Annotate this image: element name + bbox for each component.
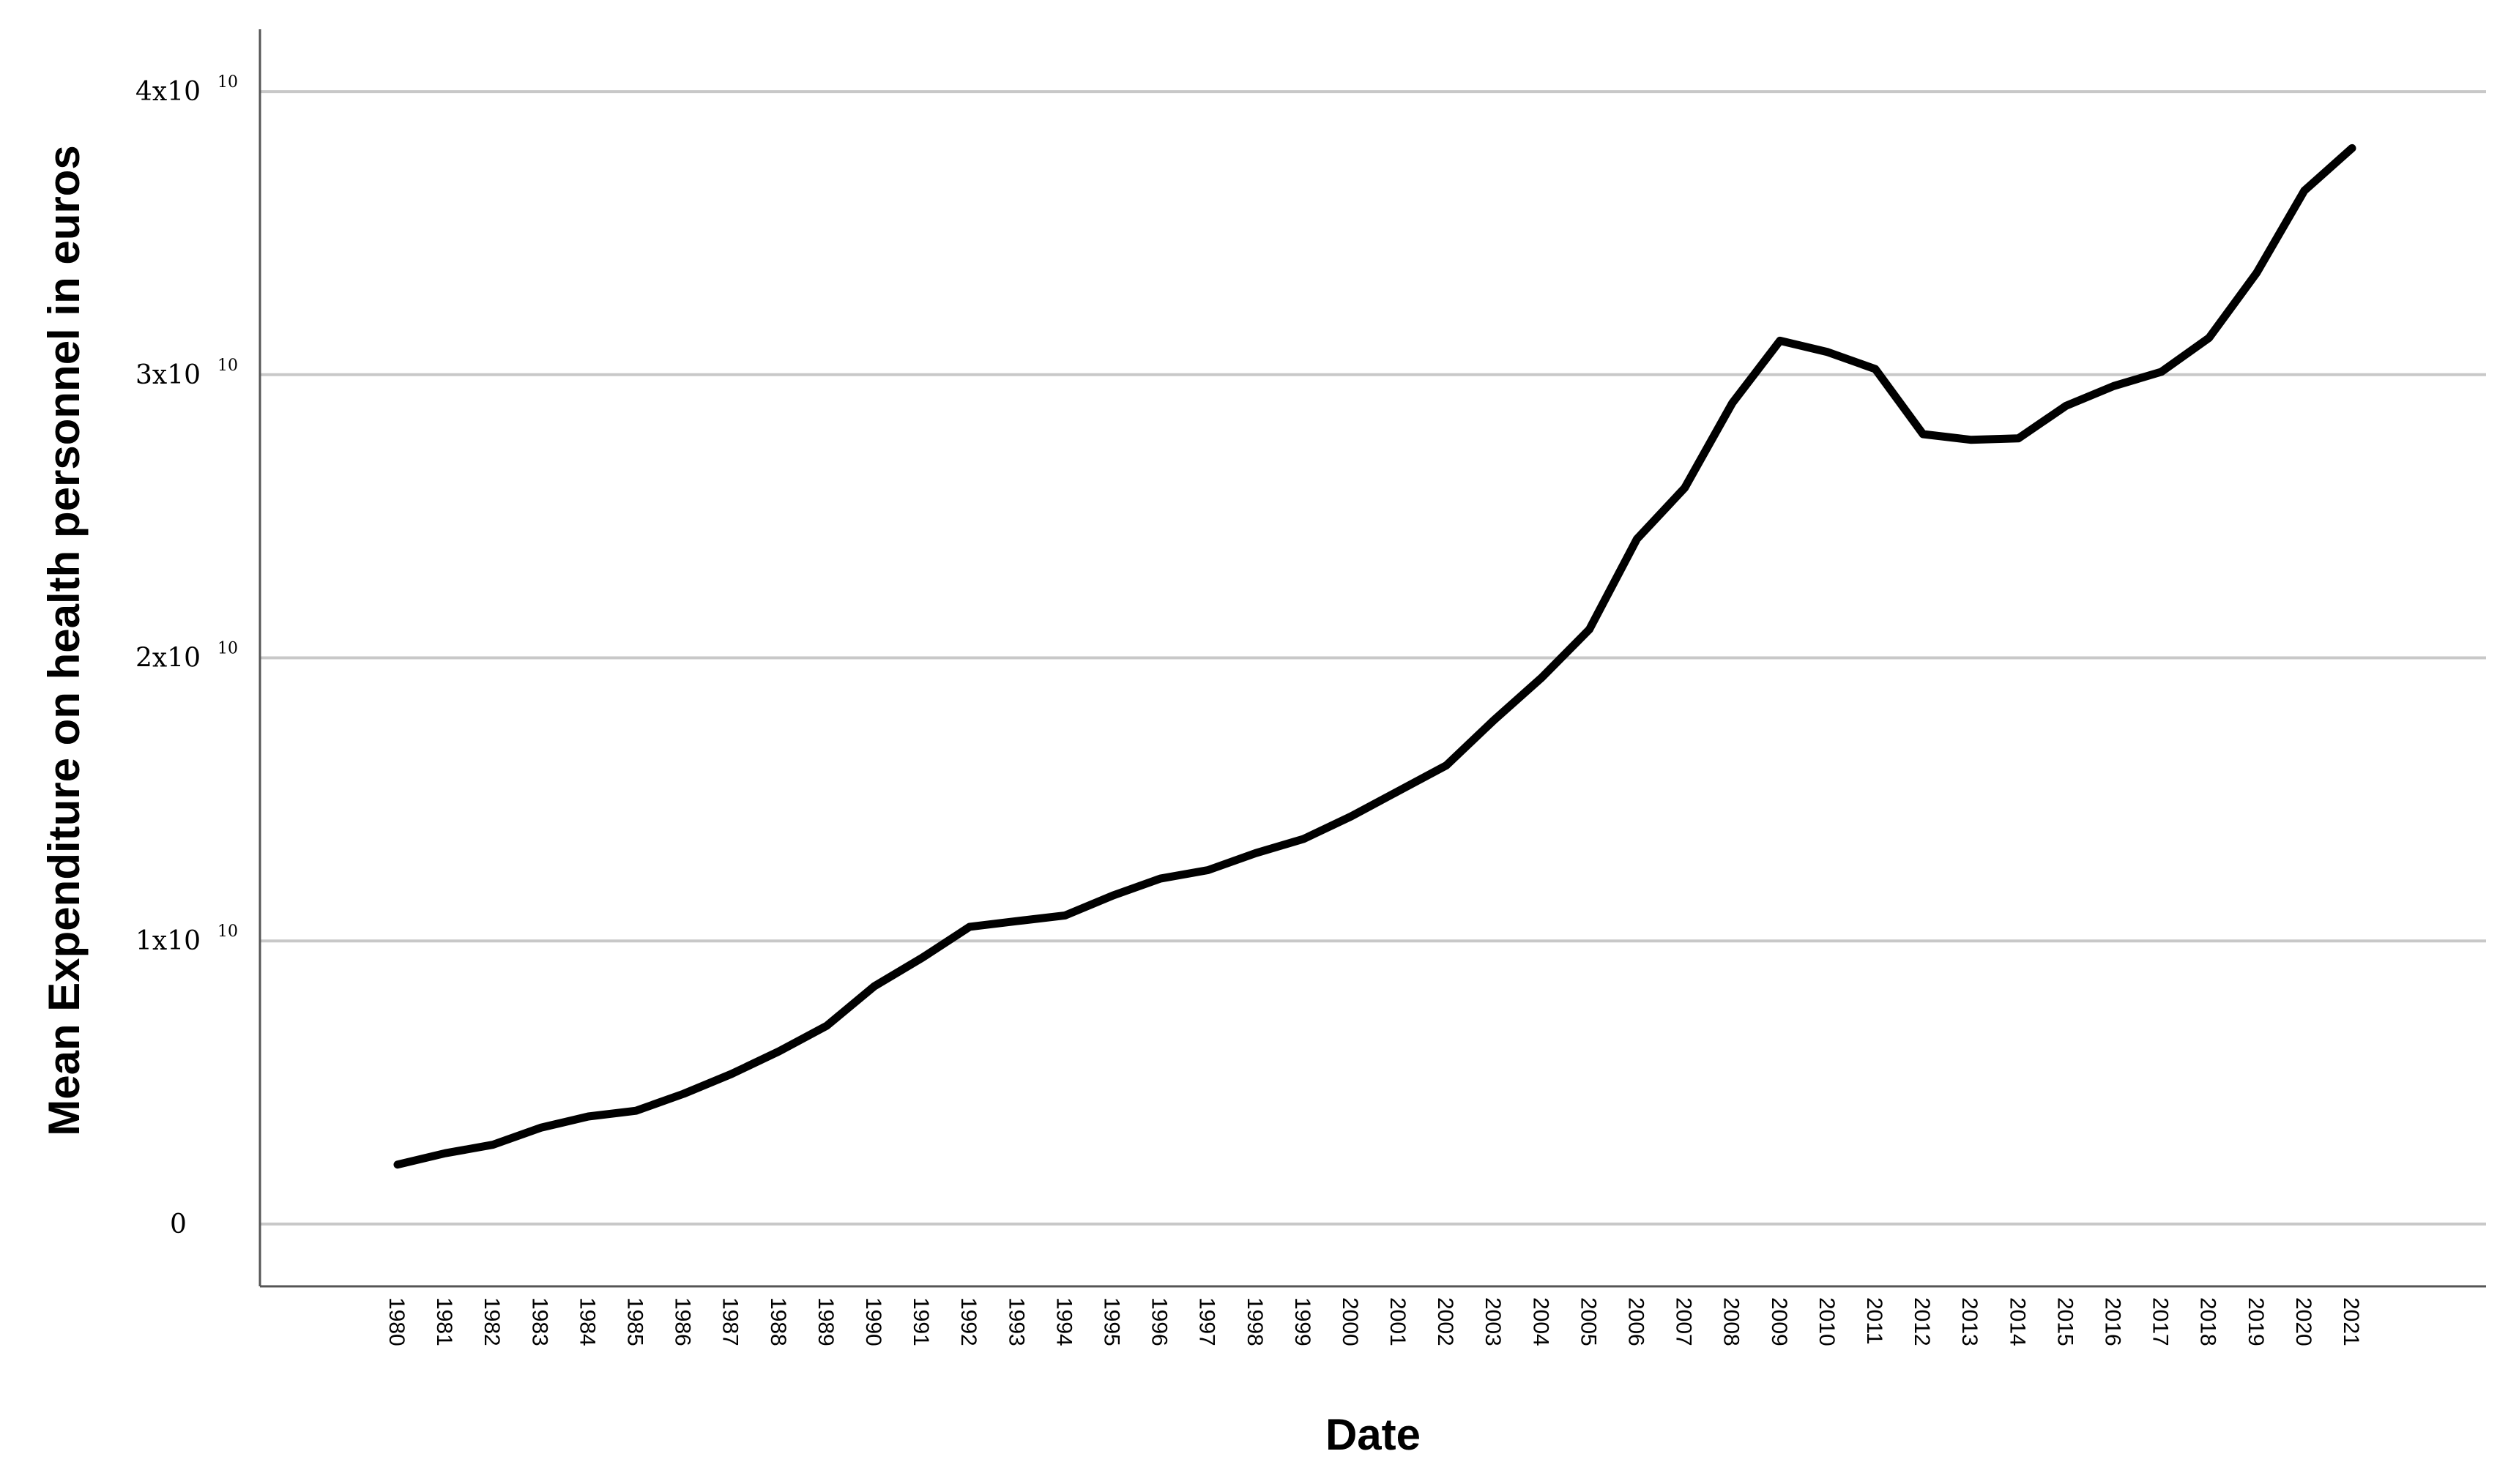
x-tick-label: 1997 bbox=[1195, 1297, 1219, 1346]
y-axis-title: Mean Expenditure on health personnel in … bbox=[40, 145, 89, 1136]
x-tick-label: 2021 bbox=[2339, 1297, 2363, 1346]
y-tick-label: 1x10 bbox=[135, 926, 201, 956]
y-tick-exponent: 10 bbox=[217, 922, 238, 941]
x-tick-label: 2009 bbox=[1767, 1297, 1791, 1346]
x-tick-label: 1998 bbox=[1243, 1297, 1267, 1346]
x-tick-label: 1981 bbox=[432, 1297, 456, 1346]
x-tick-label: 1986 bbox=[671, 1297, 695, 1346]
x-tick-label: 2011 bbox=[1862, 1297, 1886, 1345]
x-tick-label: 1984 bbox=[575, 1297, 599, 1346]
x-tick-label: 1985 bbox=[622, 1297, 647, 1346]
x-tick-label: 2004 bbox=[1528, 1297, 1552, 1346]
x-tick-label: 2008 bbox=[1719, 1297, 1744, 1346]
x-tick-label: 2007 bbox=[1672, 1297, 1696, 1346]
x-tick-label: 2015 bbox=[2053, 1297, 2077, 1346]
grid-lines bbox=[260, 90, 2486, 1226]
x-tick-label: 2013 bbox=[1957, 1297, 1982, 1346]
x-tick-label: 2014 bbox=[2005, 1297, 2029, 1346]
x-tick-label: 1996 bbox=[1147, 1297, 1172, 1346]
x-tick-label: 1980 bbox=[384, 1297, 409, 1346]
x-tick-label: 1991 bbox=[909, 1297, 933, 1346]
y-tick-label: 4x10 bbox=[135, 77, 201, 107]
x-tick-label: 2002 bbox=[1433, 1297, 1457, 1346]
x-tick-label: 1993 bbox=[1004, 1297, 1028, 1346]
y-tick-label: 0 bbox=[170, 1209, 187, 1239]
x-tick-label: 2006 bbox=[1624, 1297, 1648, 1346]
x-tick-label: 2018 bbox=[2196, 1297, 2220, 1346]
x-axis-ticks: 1980 1981 1982 1983 1984 1985 1986 1987 1988 1989… bbox=[384, 1297, 2363, 1346]
x-tick-label: 2012 bbox=[1910, 1297, 1934, 1346]
x-axis-title: Date bbox=[1325, 1410, 1421, 1459]
x-tick-label: 1992 bbox=[956, 1297, 981, 1346]
x-tick-label: 1995 bbox=[1099, 1297, 1123, 1346]
x-tick-label: 1989 bbox=[814, 1297, 838, 1346]
y-axis-ticks: 0 1x10 10 2x10 10 3x10 10 4x10 10 bbox=[135, 73, 238, 1239]
x-tick-label: 1987 bbox=[718, 1297, 743, 1346]
x-tick-label: 2000 bbox=[1338, 1297, 1362, 1346]
x-tick-label: 1982 bbox=[480, 1297, 504, 1346]
x-tick-label: 2001 bbox=[1385, 1297, 1410, 1346]
y-tick-exponent: 10 bbox=[217, 640, 238, 658]
x-tick-label: 2020 bbox=[2291, 1297, 2315, 1346]
x-tick-label: 1994 bbox=[1052, 1297, 1076, 1346]
x-tick-label: 1988 bbox=[766, 1297, 790, 1346]
x-tick-label: 2005 bbox=[1576, 1297, 1600, 1346]
series-line bbox=[393, 143, 2356, 1169]
x-tick-label: 2019 bbox=[2244, 1297, 2268, 1346]
y-tick-exponent: 10 bbox=[217, 357, 238, 375]
x-tick-label: 1983 bbox=[527, 1297, 551, 1346]
x-tick-label: 2003 bbox=[1481, 1297, 1505, 1346]
y-tick-label: 3x10 bbox=[135, 360, 201, 390]
x-tick-label: 2010 bbox=[1815, 1297, 1839, 1346]
y-tick-label: 2x10 bbox=[135, 644, 201, 674]
x-tick-label: 2017 bbox=[2148, 1297, 2173, 1346]
x-tick-label: 1999 bbox=[1290, 1297, 1314, 1346]
y-tick-exponent: 10 bbox=[217, 73, 238, 92]
x-tick-label: 2016 bbox=[2101, 1297, 2125, 1346]
x-tick-label: 1990 bbox=[861, 1297, 885, 1346]
